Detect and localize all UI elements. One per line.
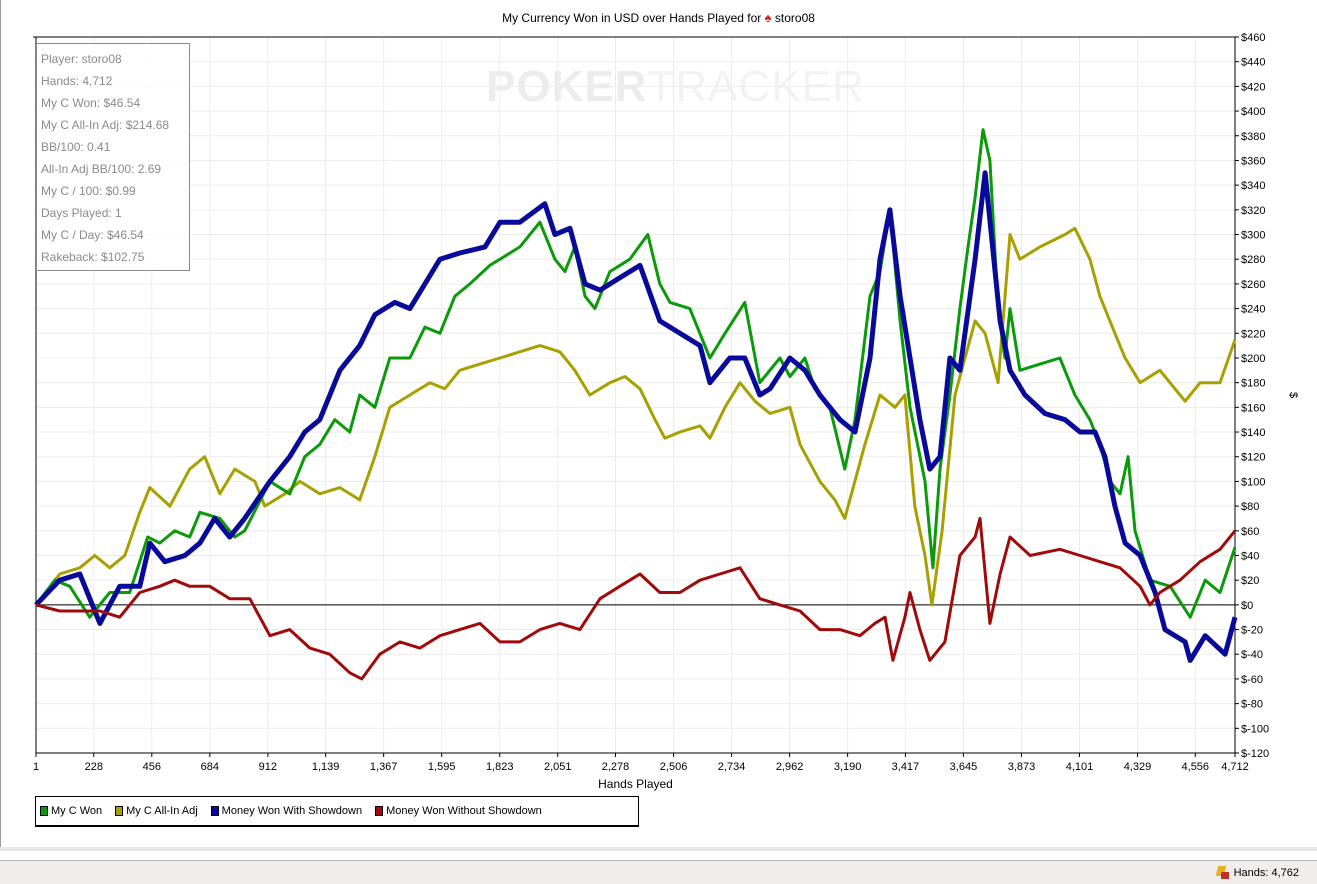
x-axis-label: Hands Played xyxy=(598,777,673,791)
series-line-money-won-without-showdown xyxy=(35,516,1237,681)
legend-label: Money Won With Showdown xyxy=(221,805,363,817)
y-tick-label: $100 xyxy=(1241,476,1265,488)
y-tick-label: $400 xyxy=(1241,106,1265,118)
chart-legend: My C Won My C All-In Adj Money Won With … xyxy=(35,796,639,827)
y-tick-label: $300 xyxy=(1241,230,1265,242)
chart-title: My Currency Won in USD over Hands Played… xyxy=(0,10,1317,25)
x-tick-label: 3,417 xyxy=(892,761,920,773)
stat-player: Player: storo08 xyxy=(41,52,122,66)
stat-won: My C Won: $46.54 xyxy=(41,96,141,110)
chart-title-player: storo08 xyxy=(774,11,815,25)
x-tick-label: 1,595 xyxy=(428,761,456,773)
legend-swatch xyxy=(210,806,219,816)
y-tick-label: $60 xyxy=(1241,526,1259,538)
y-tick-label: $200 xyxy=(1241,353,1265,365)
x-tick-label: 2,506 xyxy=(660,761,688,773)
y-axis-label: $ xyxy=(1287,392,1299,398)
y-tick-label: $160 xyxy=(1241,402,1265,414)
y-tick-label: $120 xyxy=(1241,452,1265,464)
chart-title-text: My Currency Won in USD over Hands Played… xyxy=(502,11,762,25)
window-left-border xyxy=(0,0,1,848)
legend-label: My C All-In Adj xyxy=(126,805,198,817)
x-tick-label: 1,823 xyxy=(486,761,514,773)
x-tick-label: 912 xyxy=(259,761,277,773)
legend-swatch xyxy=(115,806,124,816)
y-tick-label: $220 xyxy=(1241,328,1265,340)
x-tick-label: 228 xyxy=(85,761,103,773)
y-tick-label: $360 xyxy=(1241,155,1265,167)
legend-swatch xyxy=(375,806,384,816)
x-tick-label: 4,101 xyxy=(1066,761,1094,773)
pokerstars-spade-icon: ♠ xyxy=(764,10,772,25)
y-tick-label: $-20 xyxy=(1241,625,1263,637)
y-tick-label: $440 xyxy=(1241,57,1265,69)
y-tick-label: $-100 xyxy=(1241,723,1269,735)
x-tick-label: 2,051 xyxy=(544,761,572,773)
x-tick-label: 456 xyxy=(143,761,161,773)
hud-import-icon xyxy=(1215,866,1230,880)
y-tick-label: $-40 xyxy=(1241,649,1263,661)
stat-per-day: My C / Day: $46.54 xyxy=(41,228,144,242)
y-tick-label: $140 xyxy=(1241,427,1265,439)
y-tick-label: $320 xyxy=(1241,205,1265,217)
legend-label: My C Won xyxy=(51,805,103,817)
legend-item[interactable]: My C All-In Adj xyxy=(115,805,198,817)
y-tick-label: $460 xyxy=(1241,32,1265,44)
x-tick-label: 3,190 xyxy=(834,761,862,773)
x-tick-label: 4,712 xyxy=(1221,761,1249,773)
stat-rakeback: Rakeback: $102.75 xyxy=(41,250,145,264)
y-tick-label: $260 xyxy=(1241,279,1265,291)
stat-per-100: My C / 100: $0.99 xyxy=(41,184,136,198)
stat-allin-adj: My C All-In Adj: $214.68 xyxy=(41,118,170,132)
panel-bottom-border xyxy=(0,847,1317,851)
y-tick-label: $-80 xyxy=(1241,699,1263,711)
y-tick-label: $340 xyxy=(1241,180,1265,192)
x-tick-label: 2,278 xyxy=(602,761,630,773)
y-tick-label: $280 xyxy=(1241,254,1265,266)
y-tick-label: $420 xyxy=(1241,81,1265,93)
y-tick-label: $180 xyxy=(1241,378,1265,390)
stat-bb100: BB/100: 0.41 xyxy=(41,140,111,154)
status-hands-label: Hands: 4,762 xyxy=(1233,867,1299,879)
chart-svg: $460 $440 $420 $400 $380 $360 $340 $320 $300 $280… xyxy=(33,32,1299,791)
x-tick-label: 4,556 xyxy=(1182,761,1210,773)
series-line-my-c-all-in-adj xyxy=(34,226,1237,607)
stat-allin-bb100: All-In Adj BB/100: 2.69 xyxy=(41,162,162,176)
stat-days: Days Played: 1 xyxy=(41,206,122,220)
x-tick-label: 2,734 xyxy=(718,761,746,773)
y-tick-label: $80 xyxy=(1241,501,1259,513)
legend-item[interactable]: Money Won With Showdown xyxy=(210,805,363,817)
x-tick-label: 1,139 xyxy=(312,761,340,773)
x-tick-label: 3,873 xyxy=(1008,761,1036,773)
status-hands[interactable]: Hands: 4,762 xyxy=(1215,866,1299,880)
stats-box: Player: storo08 Hands: 4,712 My C Won: $… xyxy=(36,43,190,271)
y-tick-label: $40 xyxy=(1241,550,1259,562)
legend-item[interactable]: Money Won Without Showdown xyxy=(375,805,542,817)
x-tick-label: 2,962 xyxy=(776,761,804,773)
legend-swatch xyxy=(40,806,48,816)
x-tick-label: 4,329 xyxy=(1124,761,1152,773)
x-tick-label: 1,367 xyxy=(370,761,398,773)
y-tick-label: $0 xyxy=(1241,600,1253,612)
x-tick-label: 3,645 xyxy=(950,761,978,773)
y-tick-label: $240 xyxy=(1241,304,1265,316)
legend-item[interactable]: My C Won xyxy=(40,805,102,817)
series-line-money-won-with-showdown xyxy=(34,170,1238,663)
y-tick-label: $-120 xyxy=(1241,748,1269,760)
y-tick-label: $20 xyxy=(1241,575,1259,587)
series-line-my-c-won xyxy=(34,128,1237,619)
y-tick-label: $380 xyxy=(1241,131,1265,143)
legend-label: Money Won Without Showdown xyxy=(386,805,542,817)
status-bar: Hands: 4,762 xyxy=(0,860,1317,884)
x-tick-label: 1 xyxy=(33,761,39,773)
x-tick-label: 684 xyxy=(201,761,219,773)
y-tick-label: $-60 xyxy=(1241,674,1263,686)
stat-hands: Hands: 4,712 xyxy=(41,74,113,88)
